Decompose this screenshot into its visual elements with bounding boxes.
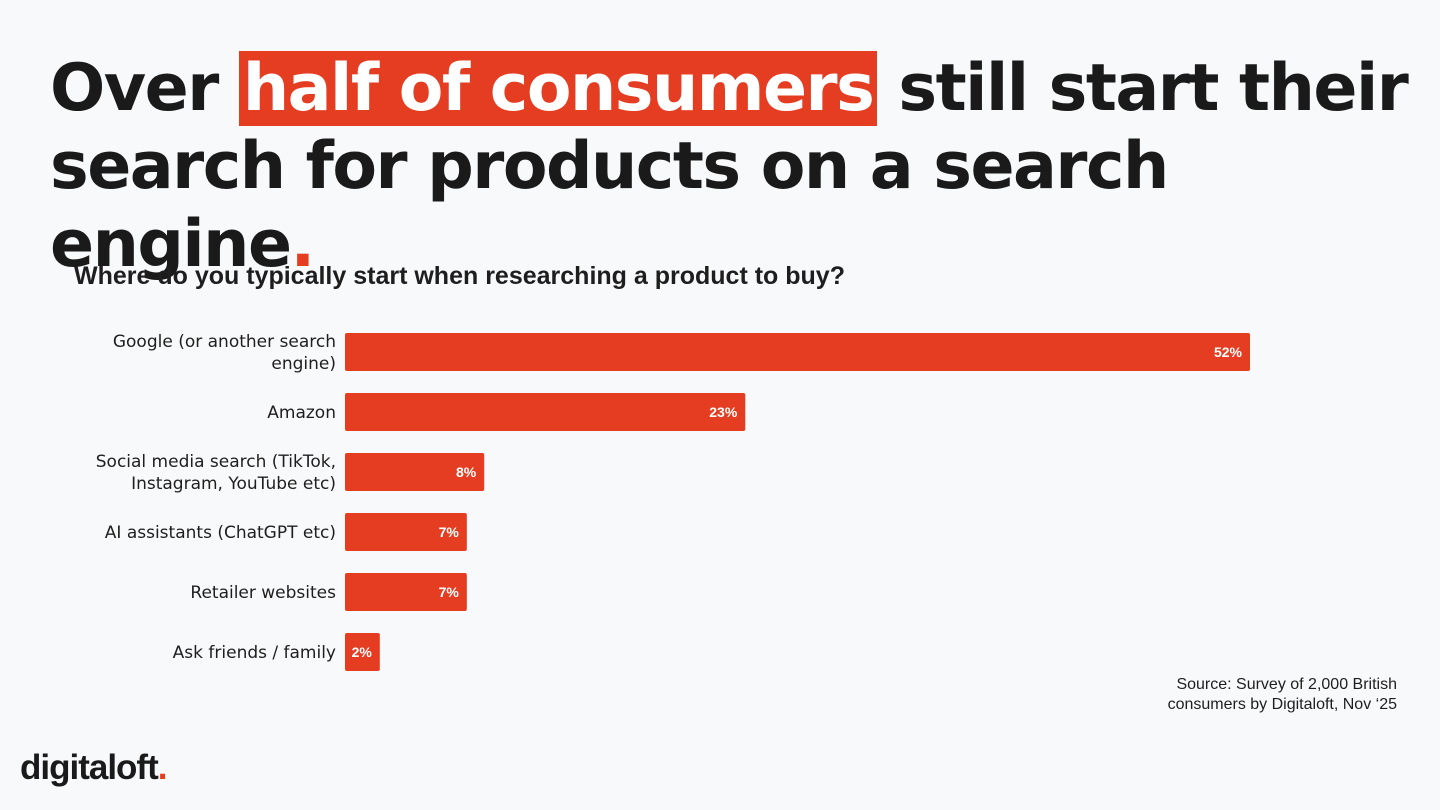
category-label-2: Social media search (TikTok, Instagram, Y… [96, 452, 336, 494]
category-label-4: Retailer websites [190, 583, 336, 603]
bar-3 [345, 513, 467, 551]
digitaloft-logo: digitaloft. [20, 748, 168, 788]
logo-dot: . [157, 748, 168, 787]
headline-part2: still start their search for products on… [50, 51, 1409, 282]
headline-part1: Over [50, 51, 239, 126]
bar-value-label-3: 7% [439, 524, 460, 540]
chart-title: Where do you typically start when resear… [74, 262, 845, 290]
headline-dot: . [290, 207, 316, 282]
bar-value-label-1: 23% [709, 404, 738, 420]
category-label-3: AI assistants (ChatGPT etc) [105, 523, 336, 543]
source-line-2: consumers by Digitaloft, Nov ‘25 [1167, 696, 1397, 713]
logo-text: digitaloft [20, 748, 159, 787]
bar-2 [345, 453, 485, 491]
headline-highlight: half of consumers [238, 51, 878, 126]
bar-4 [345, 573, 467, 611]
category-label-5: Ask friends / family [173, 643, 336, 663]
bar-value-label-0: 52% [1214, 344, 1243, 360]
bar-value-label-4: 7% [439, 584, 460, 600]
source-note: Source: Survey of 2,000 British consumer… [1168, 675, 1397, 715]
bar-value-label-2: 8% [456, 464, 477, 480]
source-line-1: Source: Survey of 2,000 British [1176, 676, 1397, 693]
bar-0 [345, 333, 1250, 371]
category-label-0: Google (or another search engine) [113, 332, 336, 374]
bar-5 [345, 633, 380, 671]
category-label-1: Amazon [267, 403, 336, 423]
bar-1 [345, 393, 746, 431]
headline: Over half of consumers still start their… [50, 50, 1410, 284]
bar-value-label-5: 2% [352, 644, 373, 660]
